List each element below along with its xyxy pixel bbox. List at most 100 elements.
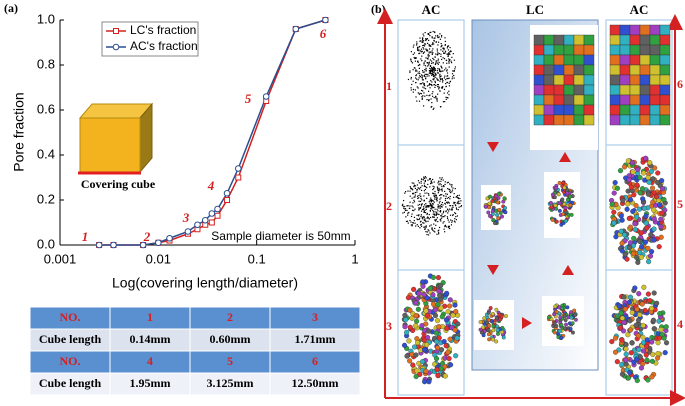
block	[609, 104, 621, 116]
dot	[448, 82, 450, 84]
sphere	[442, 373, 448, 379]
dot	[406, 209, 408, 211]
dot	[440, 75, 442, 77]
dot	[438, 187, 440, 189]
sphere	[645, 245, 651, 251]
dot	[411, 83, 413, 86]
dot	[442, 185, 445, 187]
sphere	[568, 194, 573, 199]
dot	[421, 74, 423, 76]
block	[619, 114, 631, 126]
dot	[406, 205, 408, 207]
dot	[444, 75, 446, 77]
dot	[440, 49, 442, 51]
dot	[431, 50, 433, 52]
sphere	[621, 232, 628, 238]
dot	[412, 53, 414, 56]
dot	[446, 77, 448, 80]
dot	[407, 78, 410, 81]
sphere	[409, 315, 415, 321]
sphere	[650, 351, 656, 358]
dot	[415, 74, 418, 76]
dot	[418, 208, 420, 210]
dot	[443, 185, 445, 187]
dot	[414, 208, 416, 210]
dot	[444, 199, 447, 201]
dot	[422, 82, 424, 84]
panel-label: (b)	[371, 2, 386, 16]
sphere	[482, 316, 487, 321]
dot	[422, 44, 424, 47]
dot	[413, 216, 416, 219]
block	[649, 34, 661, 46]
dot	[419, 227, 421, 229]
sphere	[623, 361, 629, 367]
dot	[437, 79, 439, 81]
dot	[443, 228, 445, 230]
dot	[423, 87, 425, 89]
dot	[424, 73, 426, 75]
dot	[458, 197, 460, 200]
dot	[450, 191, 452, 194]
dot	[435, 60, 437, 62]
dot	[424, 95, 426, 97]
dot	[445, 210, 447, 212]
sphere	[562, 185, 567, 190]
sphere	[649, 249, 655, 255]
dot	[418, 93, 421, 95]
dot	[431, 72, 433, 74]
dot	[434, 219, 436, 221]
dot	[442, 47, 444, 49]
dot	[434, 196, 436, 198]
dot	[454, 221, 456, 223]
dot	[439, 77, 441, 79]
dot	[438, 202, 441, 204]
sphere	[650, 199, 656, 205]
legend-marker	[113, 28, 119, 34]
dot	[457, 197, 459, 199]
block	[609, 84, 621, 96]
dot	[415, 96, 417, 98]
sphere	[656, 318, 662, 324]
dot	[424, 228, 426, 230]
block	[619, 84, 631, 96]
block	[609, 64, 621, 76]
dot	[422, 95, 424, 97]
sphere	[655, 355, 661, 361]
dot	[437, 79, 439, 81]
sphere	[616, 303, 622, 309]
dot	[440, 184, 442, 186]
dot	[431, 84, 433, 87]
sphere	[632, 285, 638, 291]
dot	[419, 50, 422, 52]
dot	[425, 177, 427, 179]
dot	[418, 182, 420, 184]
dot	[430, 68, 432, 70]
block	[649, 114, 661, 126]
dot	[440, 206, 443, 208]
sphere	[637, 312, 643, 318]
dot	[454, 201, 456, 204]
dot	[420, 215, 422, 218]
dot	[440, 66, 443, 68]
dot	[407, 190, 409, 192]
sphere	[422, 347, 428, 353]
sphere	[657, 310, 663, 317]
dot	[415, 225, 417, 227]
sphere	[621, 319, 627, 325]
dot	[421, 40, 423, 42]
dot	[421, 75, 424, 77]
sphere	[637, 175, 643, 181]
dot	[453, 193, 455, 195]
annotation: 4	[207, 178, 215, 193]
dot	[425, 57, 427, 59]
sphere	[655, 340, 661, 346]
block	[619, 64, 631, 76]
dot	[441, 194, 443, 196]
flow-arrow	[487, 265, 499, 275]
dot	[446, 53, 448, 55]
sphere	[416, 290, 422, 297]
dot	[433, 66, 435, 68]
sphere	[494, 194, 499, 199]
sphere	[406, 338, 412, 344]
